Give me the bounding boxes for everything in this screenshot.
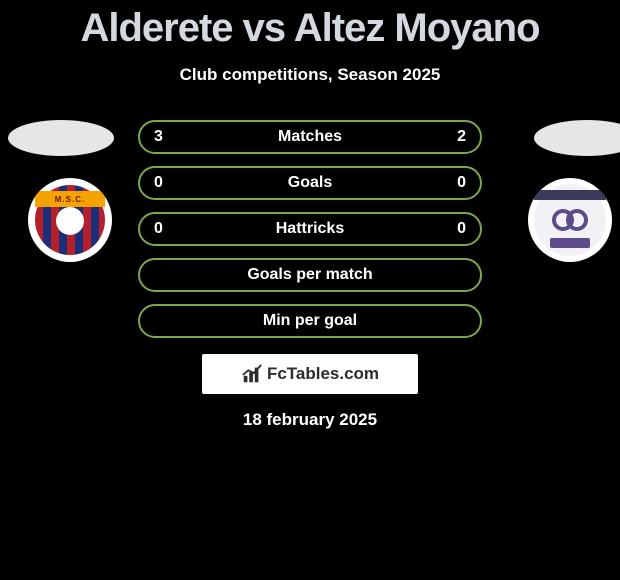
stat-label: Hattricks [276, 220, 344, 238]
page-subtitle: Club competitions, Season 2025 [0, 65, 620, 85]
stat-label: Goals per match [247, 266, 372, 284]
stat-left-value: 0 [154, 174, 163, 192]
stat-label: Goals [288, 174, 332, 192]
stat-row-min-per-goal: Min per goal [138, 304, 482, 338]
stat-row-goals-per-match: Goals per match [138, 258, 482, 292]
branding-text: FcTables.com [267, 364, 379, 384]
stat-left-value: 0 [154, 220, 163, 238]
player-right-photo-placeholder [534, 120, 620, 156]
stat-row-matches: 3 Matches 2 [138, 120, 482, 154]
team-crest-left: M.S.C. [28, 178, 112, 262]
footer-date: 18 february 2025 [0, 410, 620, 430]
page-title: Alderete vs Altez Moyano [0, 0, 620, 51]
stat-right-value: 0 [457, 174, 466, 192]
player-left-photo-placeholder [8, 120, 114, 156]
stat-row-goals: 0 Goals 0 [138, 166, 482, 200]
rings-icon [556, 209, 584, 231]
bar-chart-icon [241, 363, 263, 385]
crest-left-text: M.S.C. [35, 191, 105, 207]
stats-container: 3 Matches 2 0 Goals 0 0 Hattricks 0 Goal… [138, 120, 482, 338]
stat-right-value: 0 [457, 220, 466, 238]
stat-row-hattricks: 0 Hattricks 0 [138, 212, 482, 246]
stat-label: Matches [278, 128, 342, 146]
team-crest-right [528, 178, 612, 262]
branding-badge: FcTables.com [202, 354, 418, 394]
stat-label: Min per goal [263, 312, 357, 330]
stat-left-value: 3 [154, 128, 163, 146]
soccer-ball-icon [56, 207, 84, 235]
stat-right-value: 2 [457, 128, 466, 146]
